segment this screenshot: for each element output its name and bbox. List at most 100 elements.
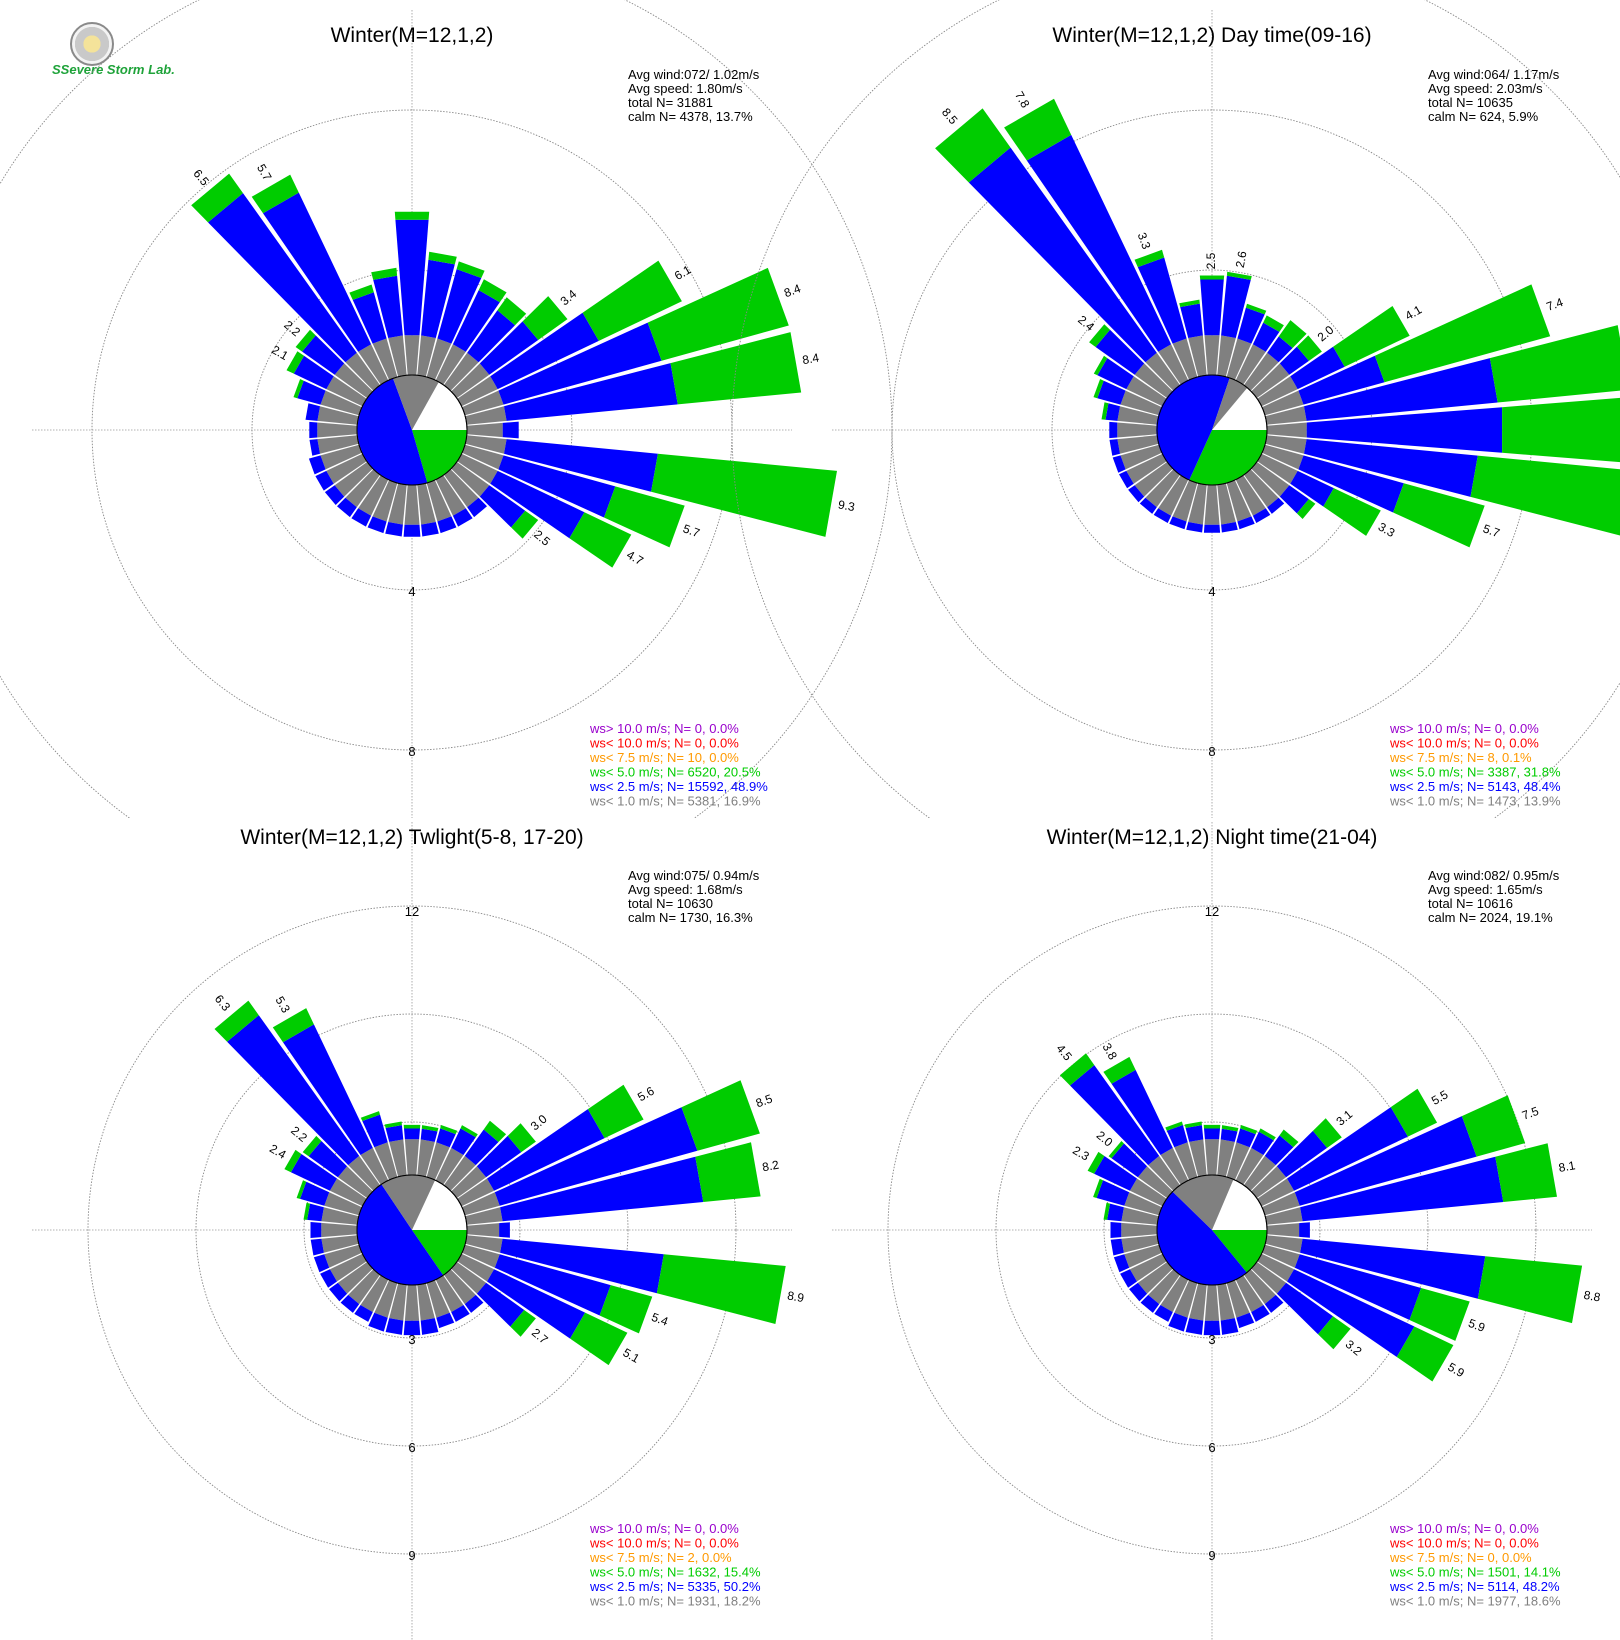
- bar-segment-blue: [1203, 524, 1221, 533]
- bar-segment-blue: [1304, 358, 1498, 421]
- bar-segment-blue: [324, 485, 345, 505]
- bar-segment-calm-gray: [466, 1223, 500, 1237]
- bar-value-label: 5.9: [1445, 1360, 1467, 1381]
- bar-segment-calm-gray: [1120, 444, 1162, 470]
- bar-segment-blue: [1154, 1305, 1173, 1322]
- bar-segment-blue: [1153, 508, 1172, 523]
- bar-segment-calm-gray: [388, 483, 407, 525]
- bar-segment-blue: [313, 1254, 330, 1273]
- bar-segment-green: [935, 108, 1011, 183]
- stats-line: total N= 10635: [1428, 95, 1513, 110]
- bar-segment-blue: [1107, 1203, 1124, 1222]
- bar-segment-blue: [385, 522, 403, 537]
- bar-segment-blue: [395, 219, 429, 336]
- stats-line: Avg wind:082/ 0.95m/s: [1428, 868, 1560, 883]
- bar-segment-green: [1134, 249, 1165, 268]
- bar-segment-calm-gray: [457, 376, 498, 407]
- bar-segment-calm-gray: [462, 1192, 500, 1216]
- bar-segment-green: [483, 1120, 507, 1142]
- bar-segment-calm-gray: [435, 1275, 464, 1313]
- bar-value-label: 3.4: [558, 287, 580, 309]
- bar-segment-blue: [420, 1128, 438, 1142]
- calm-pie: [1156, 374, 1268, 486]
- legend-entry: ws< 7.5 m/s; N= 8, 0.1%: [1389, 750, 1532, 765]
- bar-segment-blue: [1200, 279, 1224, 336]
- bar-segment-green: [1477, 1256, 1583, 1324]
- ring-label: 12: [1205, 904, 1219, 919]
- bar-segment-blue: [452, 508, 473, 527]
- bar-segment-blue: [1294, 1116, 1477, 1206]
- bar-segment-calm-gray: [1134, 461, 1173, 497]
- bar-segment-calm-gray: [451, 1166, 487, 1199]
- calm-outline: [356, 374, 468, 486]
- bar-value-label: 4.5: [1053, 1042, 1075, 1064]
- bar-segment-green: [272, 1008, 314, 1043]
- bar-segment-calm-gray: [465, 1235, 503, 1253]
- stats-line: calm N= 2024, 19.1%: [1428, 910, 1553, 925]
- bar-segment-green: [1318, 1316, 1351, 1350]
- bar-segment-calm-gray: [443, 352, 479, 391]
- bar-segment-calm-gray: [1188, 483, 1207, 525]
- bar-segment-blue: [1276, 1282, 1333, 1335]
- bar-segment-green: [1103, 1056, 1136, 1084]
- bar-segment-calm-gray: [1145, 469, 1181, 508]
- bar-segment-blue: [452, 290, 500, 352]
- bar-value-label: 6.5: [190, 167, 212, 189]
- bar-segment-calm-gray: [1188, 335, 1207, 377]
- ring-label: 6: [408, 1440, 415, 1455]
- bar-segment-green: [1226, 271, 1252, 280]
- bar-segment-green: [587, 1084, 644, 1139]
- bar-value-label: 5.7: [681, 521, 702, 540]
- calm-outline: [356, 1174, 468, 1286]
- bar-segment-calm-gray: [1172, 480, 1198, 522]
- bar-segment-blue: [420, 1318, 439, 1335]
- bar-value-label: 8.8: [1583, 1288, 1602, 1305]
- bar-value-label: 3.0: [528, 1112, 550, 1134]
- calm-pie: [1156, 1174, 1268, 1286]
- bar-segment-blue: [1203, 1320, 1221, 1336]
- sector-bars: 3.1 5.5 7.5 8.1 8.8 5.9 5.9 3.2 2.32.0 4.5 3.8: [1053, 1041, 1602, 1382]
- bar-segment-blue: [1221, 522, 1238, 533]
- bar-segment-calm-gray: [358, 344, 389, 385]
- bar-segment-green: [1221, 1125, 1239, 1132]
- bar-segment-green: [599, 1285, 653, 1334]
- bar-value-label: 8.4: [801, 350, 820, 367]
- chart-title: Winter(M=12,1,2) Day time(09-16): [1052, 24, 1371, 47]
- lab-logo: SSevere Storm Lab.: [52, 22, 175, 84]
- bar-segment-blue: [1186, 522, 1203, 533]
- bar-segment-blue: [337, 497, 357, 518]
- logo-text-main: SSevere Storm: [52, 62, 145, 77]
- chart-title: Winter(M=12,1,2) Twlight(5-8, 17-20): [240, 826, 583, 849]
- bar-segment-calm-gray: [324, 1244, 362, 1268]
- bar-segment-calm-gray: [337, 1261, 373, 1294]
- bar-segment-calm-gray: [426, 1142, 450, 1180]
- bar-segment-calm-gray: [1124, 1192, 1162, 1216]
- bar-segment-green: [428, 251, 457, 265]
- bar-segment-blue: [1109, 421, 1118, 439]
- bar-segment-calm-gray: [374, 1142, 398, 1180]
- bar-segment-calm-gray: [1126, 376, 1167, 407]
- bar-segment-calm-gray: [1121, 1235, 1159, 1253]
- bar-segment-calm-gray: [1121, 1222, 1158, 1238]
- bar-segment-green: [349, 284, 374, 300]
- bar-segment-green: [582, 260, 682, 341]
- bar-segment-blue: [1220, 1128, 1238, 1142]
- bar-segment-calm-gray: [348, 1269, 381, 1305]
- bar-segment-blue: [1070, 1065, 1160, 1166]
- bar-segment-blue: [362, 1114, 388, 1148]
- bar-segment-calm-gray: [321, 1222, 358, 1238]
- bar-segment-calm-gray: [1137, 1261, 1173, 1294]
- bar-segment-calm-gray: [417, 483, 436, 525]
- pie-slice-blue: [1156, 374, 1230, 481]
- bar-segment-calm-gray: [462, 444, 504, 470]
- stats-line: calm N= 624, 5.9%: [1428, 109, 1539, 124]
- bar-segment-blue: [310, 1238, 324, 1256]
- bar-segment-calm-gray: [451, 1261, 487, 1294]
- bar-segment-calm-gray: [360, 1275, 389, 1313]
- bar-segment-green: [1470, 455, 1620, 536]
- bar-value-label: 2.7: [529, 1325, 551, 1347]
- bar-segment-blue: [293, 355, 334, 390]
- bar-segment-calm-gray: [321, 1207, 359, 1225]
- bar-segment-green: [511, 510, 539, 539]
- bar-segment-blue: [487, 1109, 605, 1191]
